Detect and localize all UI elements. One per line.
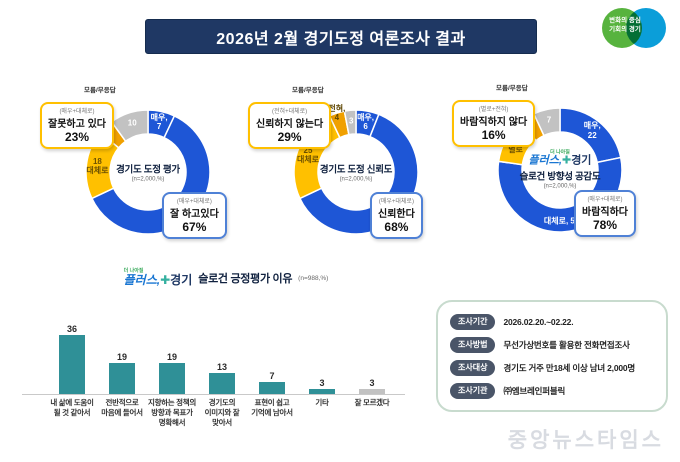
info-value: 2026.02.20.~02.22. — [503, 316, 574, 327]
donut-segment-모름/무응답 — [110, 109, 149, 143]
negative-callout: (전혀+대체로) 신뢰하지 않는다 29% — [248, 102, 332, 149]
info-row-0: 조사기간 2026.02.20.~02.22. — [450, 313, 666, 330]
bar-category-label: 경기도의 이미지와 잘 맞아서 — [204, 398, 240, 427]
donut-center-text: 경기도 도정 신뢰도 (n=2,000,%) — [308, 162, 404, 183]
plus-gyeonggi-logo: 더 나아질 플러스,✚경기 — [528, 149, 592, 167]
bar-rect — [59, 334, 85, 394]
bar-column-1: 19 — [97, 352, 147, 394]
info-value: 경기도 거주 만18세 이상 남녀 2,000명 — [503, 362, 636, 373]
info-row-2: 조사대상 경기도 거주 만18세 이상 남녀 2,000명 — [450, 359, 666, 376]
plus-icon: ✚ — [561, 154, 572, 167]
info-row-3: 조사기관 ㈜엠브레인퍼블릭 — [450, 382, 666, 399]
segment-label-대체로: 25 대체로 — [296, 145, 320, 164]
page-title: 2026년 2월 경기도정 여론조사 결과 — [145, 19, 537, 54]
bar-category-label: 전반적으로 마음에 들어서 — [101, 398, 143, 417]
watermark: 중앙뉴스타임스 — [507, 429, 664, 452]
positive-callout: (매우+대체로) 바람직하다 78% — [574, 190, 636, 237]
bar-value: 13 — [216, 361, 227, 372]
donut-title: 슬로건 방향성 공감도 — [519, 171, 601, 183]
gyeonggi-brand-logo: 변화의 중심 기회의 경기 — [600, 6, 668, 50]
segment-label-모름/무응답: 10 — [127, 118, 137, 128]
segment-label-모름/무응답: 7 — [546, 115, 552, 125]
bar-rect — [209, 372, 235, 394]
donut-title: 경기도 도정 평가 — [116, 164, 180, 176]
bar-rect — [109, 362, 135, 394]
bar-column-0: 36 — [47, 324, 97, 394]
info-label-pill: 조사기관 — [450, 382, 496, 399]
bar-value: 19 — [166, 351, 177, 362]
donut-center-text: 경기도 도정 평가 (n=2,000,%) — [100, 162, 196, 183]
segment-label-대체로: 대체로, 56 — [543, 216, 580, 226]
info-value: ㈜엠브레인퍼블릭 — [503, 385, 566, 396]
donut-sample-size: (n=2,000,%) — [131, 176, 165, 183]
dont-know-label: 모름/무응답 — [292, 87, 324, 94]
bar-chart-title: 더 나아질 플러스,✚경기 슬로건 긍정평가 이유 (n=988,%) — [22, 266, 430, 290]
bar-category-label: 지향하는 정책의 방향과 목표가 명확해서 — [148, 398, 196, 427]
bar-column-4: 7 — [247, 371, 297, 394]
info-label-pill: 조사대상 — [450, 359, 496, 376]
bar-chart-sample-size: (n=988,%) — [298, 274, 329, 282]
segment-label-모름/무응답: 3 — [348, 116, 354, 126]
brand-logo-text: 변화의 중심 기회의 경기 — [609, 17, 641, 33]
bar-category-label: 표현이 쉽고 기억에 남아서 — [251, 398, 293, 417]
bar-rect — [159, 362, 185, 394]
logo-tagline: 더 나아질 — [123, 267, 144, 274]
bar-category-label: 잘 모르겠다 — [354, 398, 390, 407]
segment-label-대체로: 18 대체로 — [86, 156, 109, 175]
dont-know-label: 모름/무응답 — [84, 87, 116, 94]
negative-callout: (매우+대체로) 잘못하고 있다 23% — [40, 102, 114, 149]
bar-value: 36 — [66, 323, 77, 334]
positive-callout: (매우+대체로) 잘 하고있다 67% — [162, 192, 227, 239]
bar-column-3: 13 — [197, 362, 247, 394]
bar-chart-title-text: 슬로건 긍정평가 이유 — [198, 273, 293, 285]
bar-value: 3 — [369, 378, 375, 389]
bar-rect — [309, 389, 335, 394]
donut-sample-size: (n=2,000,%) — [339, 176, 373, 183]
dont-know-label: 모름/무응답 — [496, 85, 528, 92]
survey-info-box: 조사기간 2026.02.20.~02.22. 조사방법 무선가상번호를 활용한 전화… — [436, 300, 668, 412]
donut-title: 경기도 도정 신뢰도 — [319, 164, 393, 176]
bar-rect — [359, 389, 385, 394]
slogan-positive-reason-bar-chart: 더 나아질 플러스,✚경기 슬로건 긍정평가 이유 (n=988,%) 36 19… — [22, 266, 430, 438]
donut-segment-모름/무응답 — [532, 107, 561, 137]
bar-value: 7 — [269, 371, 275, 382]
bar-value: 3 — [319, 378, 325, 389]
donut-sample-size: (n=2,000,%) — [543, 183, 577, 190]
logo-blue-circle-icon — [626, 8, 666, 48]
plus-icon: ✚ — [160, 272, 171, 287]
donut-segment-모름/무응답 — [343, 109, 357, 136]
bar-category-label: 기타 — [315, 398, 329, 407]
info-label-pill: 조사방법 — [450, 336, 496, 353]
bar-value: 19 — [116, 351, 127, 362]
bar-column-5: 3 — [297, 378, 347, 394]
segment-label-매우: 매우, 22 — [583, 121, 601, 140]
segment-label-전혀: 전혀,4 — [328, 103, 346, 123]
bars-row: 36 19 19 13 7 3 3 — [22, 290, 430, 394]
bar-category-labels: 내 삶에 도움이 될 것 같아서 전반적으로 마음에 들어서 지향하는 정책의 방향… — [22, 394, 405, 427]
bar-category-label: 내 삶에 도움이 될 것 같아서 — [50, 398, 94, 417]
bar-column-2: 19 — [147, 352, 197, 394]
bar-column-6: 3 — [347, 378, 397, 394]
positive-callout: (매우+대체로) 신뢰한다 68% — [370, 192, 423, 239]
segment-label-매우: 매우, 6 — [357, 112, 375, 131]
info-value: 무선가상번호를 활용한 전화면접조사 — [503, 339, 630, 350]
plus-gyeonggi-logo: 더 나아질 플러스,✚경기 — [123, 267, 193, 287]
bar-rect — [259, 382, 285, 394]
segment-label-매우: 매우, 7 — [150, 113, 168, 132]
info-row-1: 조사방법 무선가상번호를 활용한 전화면접조사 — [450, 336, 666, 353]
info-label-pill: 조사기간 — [450, 313, 496, 330]
negative-callout: (별로+전혀) 바람직하지 않다 16% — [452, 100, 536, 147]
